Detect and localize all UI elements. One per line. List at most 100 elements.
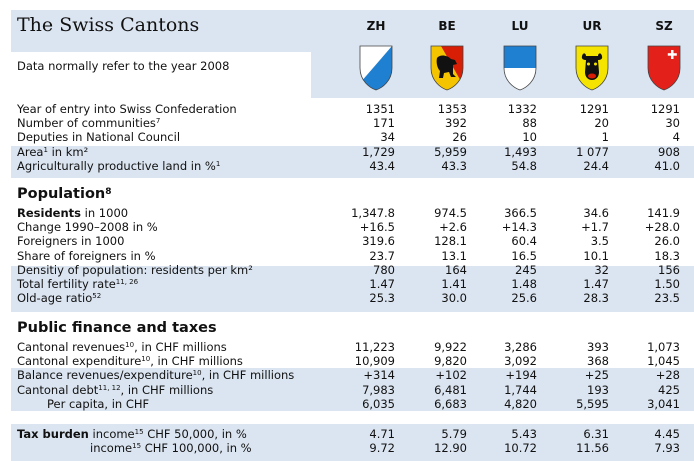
table-row: Foreigners in 1000 319.6 128.1 60.4 3.5 26.0 [0, 234, 694, 248]
cell-lu: 60.4 [511, 234, 537, 249]
cell-be: 9,922 [434, 340, 467, 354]
footnote-ref: 10 [141, 355, 151, 364]
row-label-text: Change 1990–2008 in % [17, 220, 158, 235]
row-label-suffix: , in CHF millions [120, 382, 214, 397]
cell-ur: 10.1 [583, 248, 609, 263]
section-heading-text: Population [17, 186, 106, 202]
table-row: income15 CHF 100,000, in % 9.72 12.90 10.72… [0, 441, 694, 455]
row-label-bold: Residents [17, 206, 82, 220]
cell-zh: 43.4 [369, 158, 395, 173]
cell-be: 9,820 [434, 354, 467, 369]
table-row: Tax burden income15 CHF 50,000, in % 4.71… [0, 427, 694, 441]
cell-lu: 5.43 [511, 427, 537, 441]
table-row: Deputies in National Council 34 26 10 1 4 [0, 130, 694, 144]
row-label-text: Area [17, 144, 44, 159]
cell-ur: 368 [587, 354, 609, 369]
row-label: Old-age ratio52 [17, 291, 101, 305]
cell-ur: 20 [594, 116, 609, 131]
table-row: Old-age ratio52 25.3 30.0 25.6 28.3 23.5 [0, 291, 694, 305]
cell-be: 43.3 [441, 158, 467, 173]
cell-zh: 1,347.8 [351, 206, 395, 220]
cell-lu: 25.6 [511, 291, 537, 306]
row-label: Number of communities7 [17, 116, 160, 130]
cell-sz: 26.0 [654, 234, 680, 249]
cell-lu: 1332 [507, 102, 537, 116]
footnote-ref: 15 [134, 428, 144, 436]
footnote-ref: 11, 26 [115, 278, 139, 286]
cell-lu: 4,820 [504, 396, 537, 411]
canton-crest-zh [358, 44, 394, 91]
tax-band [11, 424, 694, 461]
table-row: Cantonal expenditure10, in CHF millions 1… [0, 354, 694, 368]
cell-sz: 1.50 [654, 277, 680, 291]
cell-lu: 16.5 [511, 248, 537, 263]
canton-code-zh: ZH [366, 19, 386, 33]
page-subtitle: Data normally refer to the year 2008 [17, 59, 230, 73]
row-label: Cantonal debt11, 12, in CHF millions [17, 383, 213, 397]
cell-sz: 908 [658, 144, 680, 159]
row-label: Tax burden income15 CHF 50,000, in % [17, 427, 247, 441]
row-label-suffix: , in CHF millions [134, 340, 227, 354]
cell-ur: +1.7 [581, 220, 609, 235]
table-row: Densitiy of population: residents per km… [0, 263, 694, 277]
cell-lu: 54.8 [511, 158, 537, 173]
page-title: The Swiss Cantons [17, 14, 200, 36]
row-label-text: Deputies in National Council [17, 130, 181, 145]
row-label: Deputies in National Council [17, 130, 180, 144]
canton-crest-sz [646, 44, 682, 91]
cell-ur: 3.5 [590, 234, 609, 249]
cell-sz: 1291 [650, 102, 680, 116]
section-heading: Public finance and taxes [17, 320, 217, 336]
row-label: Cantonal revenues10, in CHF millions [17, 340, 227, 354]
cell-zh: 4.71 [369, 427, 395, 441]
table-row: Cantonal debt11, 12, in CHF millions 7,98… [0, 383, 694, 397]
cell-sz: 156 [658, 262, 680, 277]
row-label-text: Number of communities [17, 116, 156, 131]
row-label-text: Per capita, in CHF [47, 396, 150, 411]
cell-be: 26 [452, 130, 467, 145]
row-label: Year of entry into Swiss Confederation [17, 102, 237, 116]
cell-be: +102 [435, 368, 467, 383]
cell-lu: 88 [522, 116, 537, 131]
cell-zh: 23.7 [369, 248, 395, 263]
cell-zh: 9.72 [369, 441, 395, 456]
table-row: Share of foreigners in % 23.7 13.1 16.5 10.1… [0, 249, 694, 263]
table-row: Agriculturally productive land in %1 43.4… [0, 159, 694, 173]
cell-zh: 34 [380, 130, 395, 145]
cell-sz: 3,041 [647, 396, 680, 411]
cell-ur: 1 077 [576, 144, 609, 159]
footnote-ref: 11, 12 [98, 383, 121, 392]
table-row: Per capita, in CHF 6,035 6,683 4,820 5,595 3,… [0, 397, 694, 411]
cell-lu: 10.72 [504, 441, 537, 456]
row-label-text: Share of foreigners in % [17, 248, 156, 263]
canton-crest-lu [502, 44, 538, 91]
row-label-text: Balance revenues/expenditure [17, 368, 193, 383]
cell-zh: 1.47 [369, 277, 395, 291]
canton-code-lu: LU [511, 19, 529, 33]
row-label-suffix: , in CHF millions [150, 354, 243, 369]
row-label-text: Densitiy of population: residents per km… [17, 262, 253, 277]
cell-ur: 6.31 [583, 427, 609, 441]
cell-sz: 23.5 [654, 291, 680, 306]
cell-lu: 3,286 [504, 340, 537, 354]
subtitle-panel [11, 52, 311, 98]
row-label: income15 CHF 100,000, in % [90, 441, 252, 455]
cell-ur: 1 [601, 130, 609, 145]
row-label: Densitiy of population: residents per km… [17, 263, 253, 277]
table-row: Area1 in km² 1,729 5,959 1,493 1 077 908 [0, 145, 694, 159]
table-row: Balance revenues/expenditure10, in CHF m… [0, 368, 694, 382]
cell-be: 974.5 [434, 206, 467, 220]
cell-zh: 25.3 [369, 291, 395, 306]
cell-ur: 11.56 [576, 441, 609, 456]
cell-sz: 1,045 [647, 354, 680, 369]
cell-be: +2.6 [439, 220, 467, 235]
row-label-suffix: in km² [47, 144, 89, 159]
row-label: Cantonal expenditure10, in CHF millions [17, 354, 243, 368]
footnote-ref: 1 [215, 159, 221, 168]
cell-zh: 10,909 [354, 354, 395, 369]
row-label-text: Cantonal revenues [17, 340, 126, 354]
cell-sz: +28 [655, 368, 680, 383]
cell-zh: 171 [373, 116, 395, 131]
debt-band [11, 368, 694, 411]
